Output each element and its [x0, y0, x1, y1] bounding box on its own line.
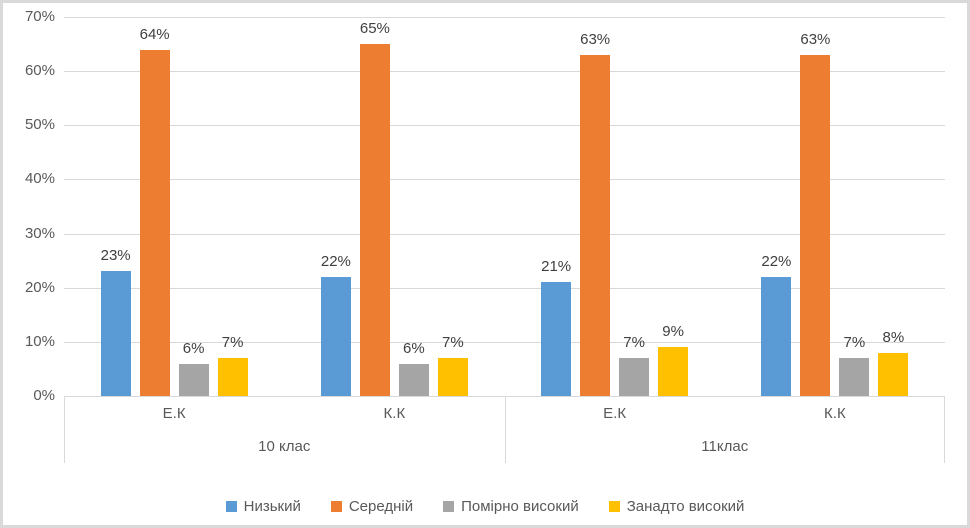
legend-item: Середній [330, 498, 414, 515]
data-label: 63% [580, 30, 611, 48]
y-tick-label: 30% [24, 224, 55, 242]
bar-series-0 [320, 276, 351, 396]
bar-group-cell: 9% [658, 17, 689, 396]
data-label: 7% [623, 334, 645, 352]
bar-series-3 [878, 352, 909, 396]
legend-label: Середній [348, 498, 414, 515]
x-axis: Е.К К.К Е.К К.К 10 клас 11клас [64, 396, 945, 463]
plot-area: 23% 64% 6% 7% 22% 65% 6% 7% 21% 63% 7% 9% 22% 63% 7% 8% [64, 17, 945, 397]
category-slot: 21% 63% 7% 9% [505, 17, 725, 396]
bar-group-cell: 23% [101, 17, 131, 396]
legend-swatch [225, 501, 237, 512]
data-label: 23% [100, 247, 131, 265]
y-tick-label: 10% [24, 332, 55, 350]
bar-group-cell: 21% [541, 17, 571, 396]
data-label: 9% [662, 323, 684, 341]
data-label: 21% [541, 258, 572, 276]
bars-area: 23% 64% 6% 7% 22% 65% 6% 7% 21% 63% 7% 9% 22% 63% 7% 8% [64, 17, 945, 396]
subcategory-label: К.К [824, 404, 846, 422]
subcategory-label: Е.К [603, 404, 627, 422]
bar-group-cell: 7% [217, 17, 248, 396]
data-label: 64% [139, 25, 170, 43]
bar-group-cell: 22% [321, 17, 351, 396]
bar-group-cell: 7% [839, 17, 870, 396]
data-label: 65% [359, 20, 390, 38]
legend-swatch [330, 501, 342, 512]
bar-series-1 [580, 54, 611, 396]
legend-label: Помірно високий [461, 498, 579, 515]
legend-swatch [443, 501, 455, 512]
subcategory-labels: Е.К К.К Е.К К.К [64, 396, 945, 430]
gridline [64, 125, 945, 127]
data-label: 63% [800, 30, 831, 48]
bar-group-cell: 63% [800, 17, 830, 396]
bar-group-cell: 63% [580, 17, 610, 396]
bar-series-2 [178, 363, 209, 396]
bar-series-1 [800, 54, 831, 396]
data-label: 22% [761, 252, 792, 270]
y-tick-label: 0% [33, 387, 55, 404]
bar-group-cell: 6% [178, 17, 209, 396]
legend-item: Низький [225, 498, 301, 515]
category-slot: 22% 63% 7% 8% [725, 17, 945, 396]
bar-series-0 [541, 282, 572, 396]
bar-group-cell: 22% [761, 17, 791, 396]
legend-label: Низький [243, 498, 301, 515]
gridline [64, 341, 945, 343]
legend: Низький Середній Помірно високий Занадто ви… [3, 498, 967, 515]
y-tick-label: 60% [24, 62, 55, 80]
y-tick-label: 40% [24, 170, 55, 188]
legend-item: Помірно високий [443, 498, 579, 515]
group-label: 11клас [701, 438, 749, 455]
gridline [64, 233, 945, 235]
data-label: 6% [403, 339, 425, 357]
y-tick-label: 50% [24, 116, 55, 134]
bar-series-2 [839, 358, 870, 396]
subcategory-label: Е.К [162, 404, 186, 422]
legend-label: Занадто високий [626, 498, 745, 515]
axis-separator [944, 396, 945, 463]
bar-group-cell: 8% [878, 17, 909, 396]
bar-group-cell: 65% [360, 17, 390, 396]
bar-series-0 [761, 276, 792, 396]
subcategory-label: К.К [383, 404, 406, 422]
legend-swatch [608, 501, 620, 512]
data-label: 7% [843, 334, 866, 352]
bar-series-1 [359, 44, 390, 396]
group-labels: 10 клас 11клас [64, 430, 945, 463]
gridline [64, 17, 945, 18]
bar-series-3 [437, 358, 468, 396]
data-label: 6% [182, 339, 205, 357]
gridline [64, 287, 945, 289]
legend-item: Занадто високий [608, 498, 745, 515]
bar-series-2 [398, 363, 429, 396]
bar-series-2 [619, 358, 650, 396]
bar-group-cell: 6% [398, 17, 429, 396]
axis-separator [504, 396, 506, 463]
data-label: 8% [882, 328, 905, 346]
bar-group-cell: 64% [140, 17, 170, 396]
gridline [64, 71, 945, 73]
data-label: 22% [320, 252, 351, 270]
bar-series-1 [139, 49, 170, 396]
y-tick-label: 70% [24, 8, 55, 25]
y-axis: 0% 10% 20% 30% 40% 50% 60% 70% [3, 8, 55, 404]
group-label: 10 клас [258, 438, 311, 455]
category-slot: 22% 65% 6% 7% [284, 17, 504, 396]
axis-separator [64, 396, 65, 463]
data-label: 7% [442, 334, 464, 352]
data-label: 7% [221, 334, 244, 352]
bar-group-cell: 7% [437, 17, 468, 396]
bar-series-3 [217, 358, 248, 396]
category-slot: 23% 64% 6% 7% [64, 17, 284, 396]
gridline [64, 179, 945, 181]
bar-series-3 [658, 347, 689, 396]
bar-group-cell: 7% [619, 17, 650, 396]
bar-series-0 [100, 271, 131, 396]
y-tick-label: 20% [24, 278, 55, 296]
